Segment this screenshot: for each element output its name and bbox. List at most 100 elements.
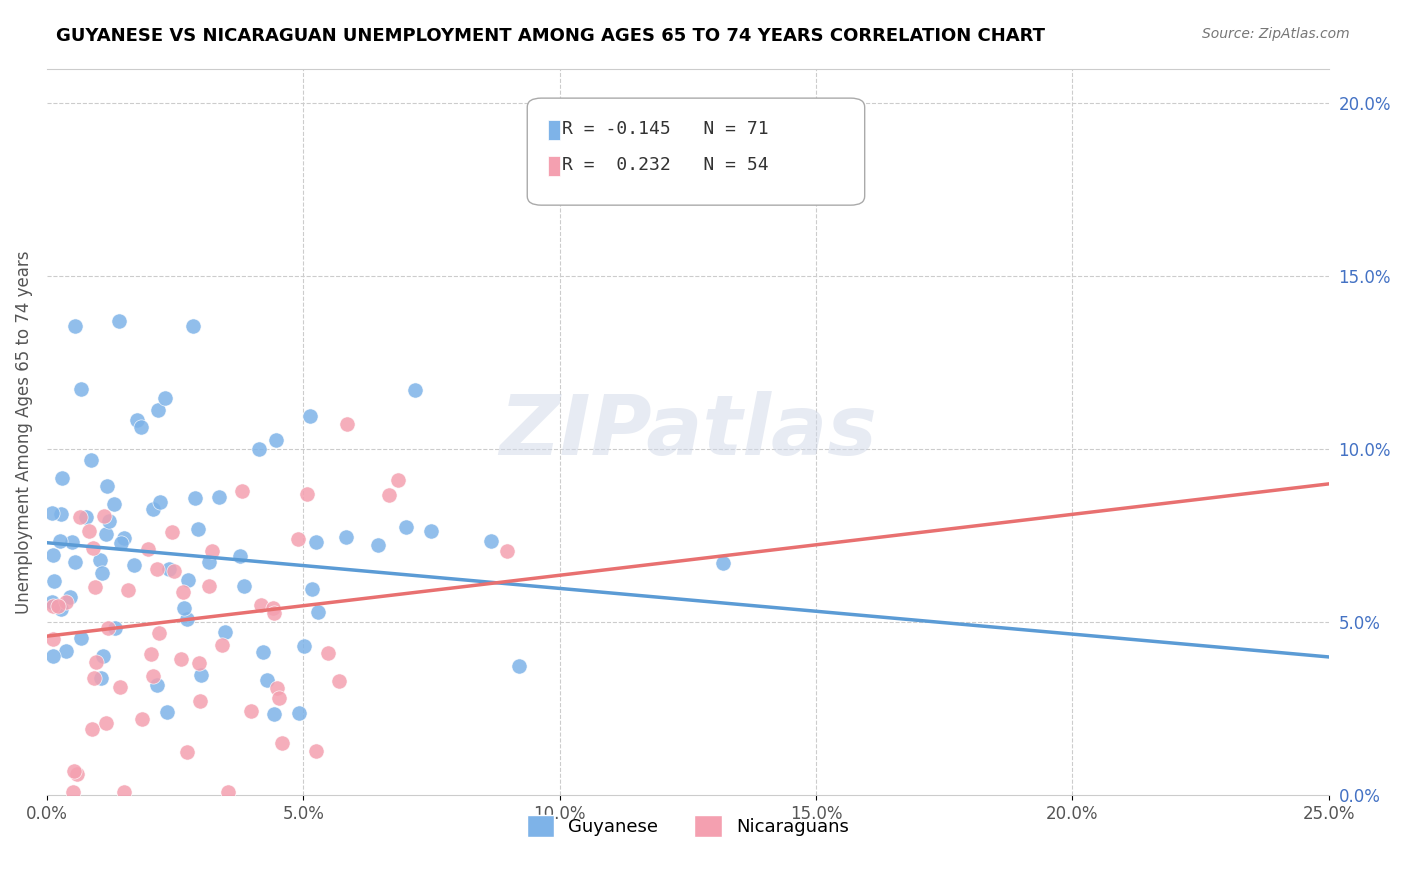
Nicaraguans — [84, 580, 107, 594]
Nicaraguans — [83, 672, 105, 686]
Guyanese — [256, 673, 278, 687]
Guyanese — [146, 678, 169, 692]
Guyanese — [394, 520, 416, 534]
Guyanese — [80, 453, 103, 467]
Nicaraguans — [93, 509, 115, 524]
Nicaraguans — [108, 680, 131, 694]
Nicaraguans — [187, 656, 209, 670]
Guyanese — [94, 527, 117, 541]
Nicaraguans — [201, 544, 224, 558]
Nicaraguans — [97, 622, 120, 636]
Nicaraguans — [305, 744, 328, 758]
Guyanese — [112, 531, 135, 545]
Guyanese — [42, 648, 65, 663]
Guyanese — [44, 574, 66, 589]
Nicaraguans — [197, 579, 219, 593]
Text: GUYANESE VS NICARAGUAN UNEMPLOYMENT AMONG AGES 65 TO 74 YEARS CORRELATION CHART: GUYANESE VS NICARAGUAN UNEMPLOYMENT AMON… — [56, 27, 1045, 45]
Nicaraguans — [328, 673, 350, 688]
Guyanese — [142, 502, 165, 516]
Guyanese — [181, 318, 204, 333]
Nicaraguans — [263, 606, 285, 620]
Guyanese — [305, 534, 328, 549]
Nicaraguans — [377, 488, 399, 502]
Nicaraguans — [41, 599, 63, 614]
Guyanese — [187, 522, 209, 536]
Nicaraguans — [231, 483, 253, 498]
Guyanese — [367, 538, 389, 552]
Guyanese — [264, 433, 287, 447]
Guyanese — [156, 705, 179, 719]
Guyanese — [335, 530, 357, 544]
Nicaraguans — [55, 594, 77, 608]
Guyanese — [97, 514, 120, 528]
Nicaraguans — [262, 600, 284, 615]
Nicaraguans — [318, 646, 340, 660]
Nicaraguans — [217, 785, 239, 799]
Guyanese — [149, 495, 172, 509]
Text: R =  0.232   N = 54: R = 0.232 N = 54 — [562, 156, 769, 174]
Guyanese — [63, 555, 86, 569]
Nicaraguans — [66, 767, 89, 781]
Guyanese — [301, 582, 323, 597]
Guyanese — [294, 639, 316, 653]
Nicaraguans — [136, 542, 159, 557]
Text: Source: ZipAtlas.com: Source: ZipAtlas.com — [1202, 27, 1350, 41]
Nicaraguans — [170, 652, 193, 666]
Nicaraguans — [188, 694, 211, 708]
Guyanese — [208, 490, 231, 504]
Nicaraguans — [496, 543, 519, 558]
Nicaraguans — [69, 510, 91, 524]
Nicaraguans — [112, 785, 135, 799]
Guyanese — [157, 562, 180, 576]
Nicaraguans — [46, 599, 69, 614]
Guyanese — [177, 573, 200, 587]
Nicaraguans — [94, 715, 117, 730]
Guyanese — [96, 479, 118, 493]
Guyanese — [125, 413, 148, 427]
Nicaraguans — [82, 541, 104, 556]
Nicaraguans — [141, 648, 163, 662]
Guyanese — [51, 601, 73, 615]
Guyanese — [51, 470, 73, 484]
Guyanese — [89, 553, 111, 567]
Guyanese — [42, 549, 65, 563]
Guyanese — [184, 491, 207, 505]
Nicaraguans — [287, 532, 309, 546]
Guyanese — [176, 612, 198, 626]
Guyanese — [70, 631, 93, 645]
Nicaraguans — [271, 736, 294, 750]
Nicaraguans — [84, 655, 107, 669]
Guyanese — [299, 409, 322, 423]
Guyanese — [90, 566, 112, 581]
Nicaraguans — [336, 417, 359, 432]
Guyanese — [41, 506, 63, 520]
Nicaraguans — [295, 487, 318, 501]
Guyanese — [479, 534, 502, 549]
Guyanese — [91, 649, 114, 664]
Y-axis label: Unemployment Among Ages 65 to 74 years: Unemployment Among Ages 65 to 74 years — [15, 251, 32, 614]
Guyanese — [263, 706, 285, 721]
Guyanese — [252, 645, 274, 659]
Text: R = -0.145   N = 71: R = -0.145 N = 71 — [562, 120, 769, 138]
Guyanese — [404, 383, 426, 397]
Nicaraguans — [41, 632, 63, 647]
Nicaraguans — [146, 562, 169, 576]
Guyanese — [49, 507, 72, 521]
Guyanese — [48, 534, 70, 549]
Guyanese — [508, 659, 530, 673]
Nicaraguans — [163, 565, 186, 579]
Guyanese — [69, 382, 91, 396]
Guyanese — [173, 601, 195, 615]
Nicaraguans — [142, 669, 165, 683]
Nicaraguans — [267, 690, 290, 705]
Guyanese — [110, 536, 132, 550]
Nicaraguans — [162, 524, 184, 539]
Guyanese — [232, 578, 254, 592]
Nicaraguans — [211, 638, 233, 652]
Guyanese — [287, 706, 309, 721]
Guyanese — [55, 644, 77, 658]
Nicaraguans — [63, 764, 86, 778]
Guyanese — [197, 556, 219, 570]
Guyanese — [420, 524, 443, 539]
Nicaraguans — [250, 598, 273, 612]
